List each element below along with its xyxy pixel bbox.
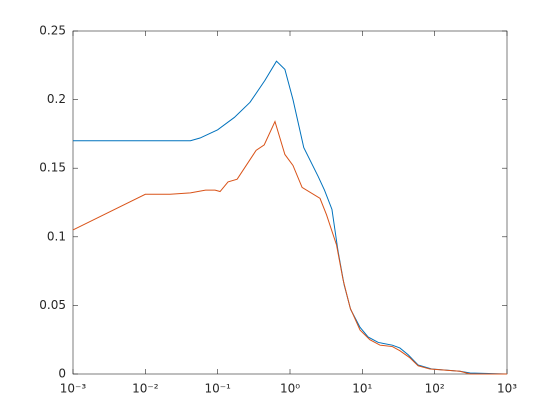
- x-tick-label: 10³: [497, 382, 517, 396]
- y-tick-label: 0.1: [47, 229, 66, 243]
- y-tick-label: 0.15: [39, 161, 66, 175]
- line-series: [72, 120, 507, 375]
- line-series: [73, 60, 508, 375]
- y-tick-label: 0: [58, 367, 66, 381]
- x-tick-label: 10⁻¹: [204, 382, 231, 396]
- x-tick-label: 10²: [425, 382, 445, 396]
- y-tick-label: 0.2: [47, 92, 66, 106]
- y-tick-label: 0.25: [39, 24, 66, 38]
- x-tick-label: 10⁻³: [60, 382, 87, 396]
- x-tick-label: 10⁻²: [132, 382, 159, 396]
- x-tick-label: 10⁰: [280, 382, 300, 396]
- plot-area: [72, 30, 508, 375]
- x-tick-label: 10¹: [352, 382, 372, 396]
- y-tick-label: 0.05: [39, 298, 66, 312]
